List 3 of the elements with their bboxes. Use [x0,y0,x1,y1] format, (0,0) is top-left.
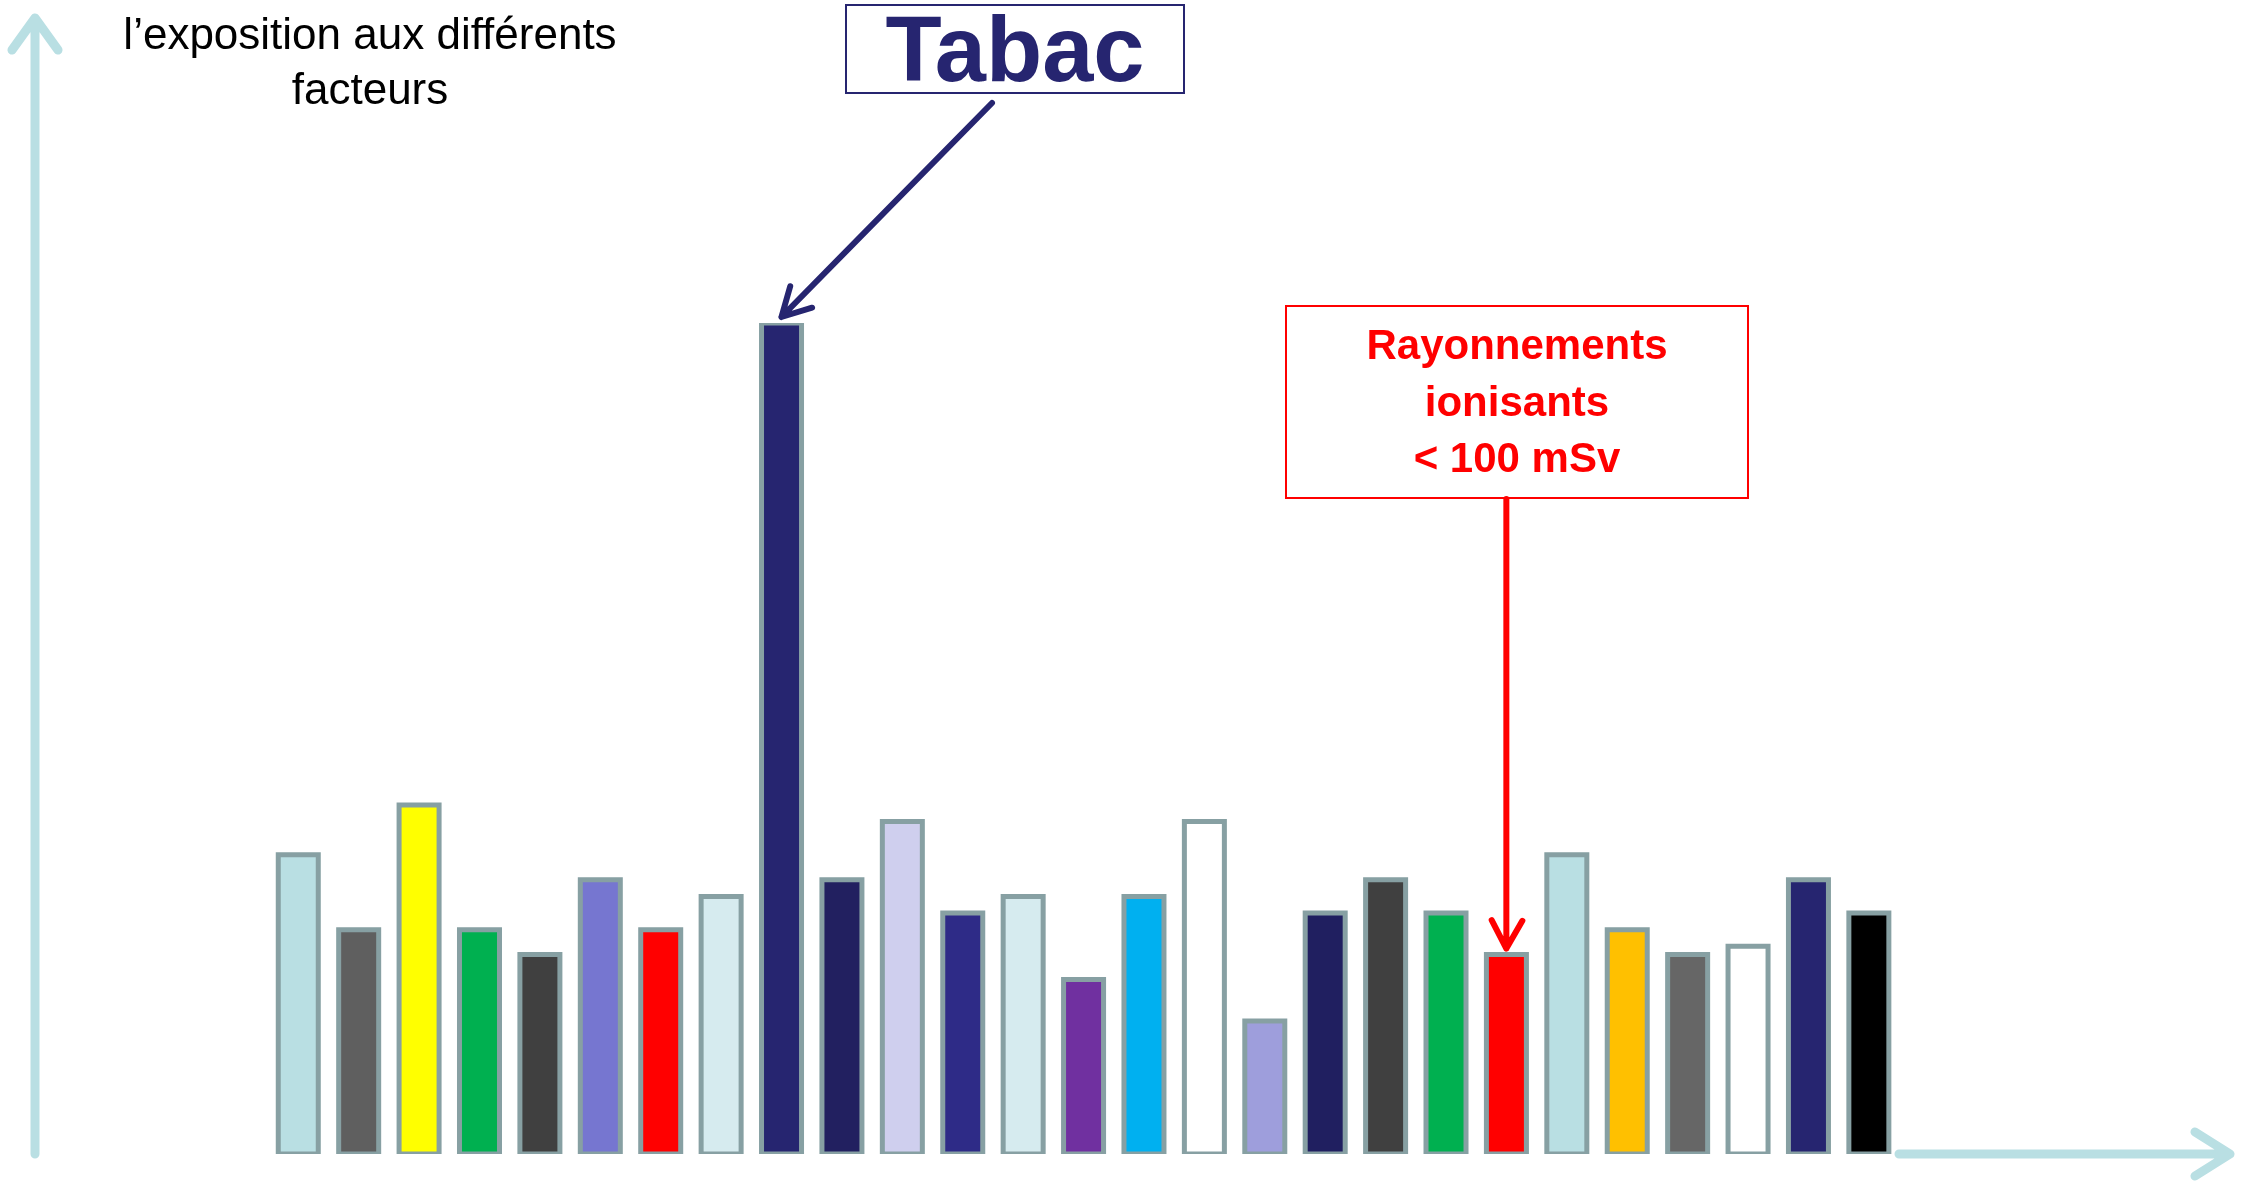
annotation: Rayonnements ionisants < 100 mSv [1285,305,1749,499]
text: Tabac [884,0,1146,100]
y-axis-title: l’exposition aux différents facteurs [122,8,618,115]
